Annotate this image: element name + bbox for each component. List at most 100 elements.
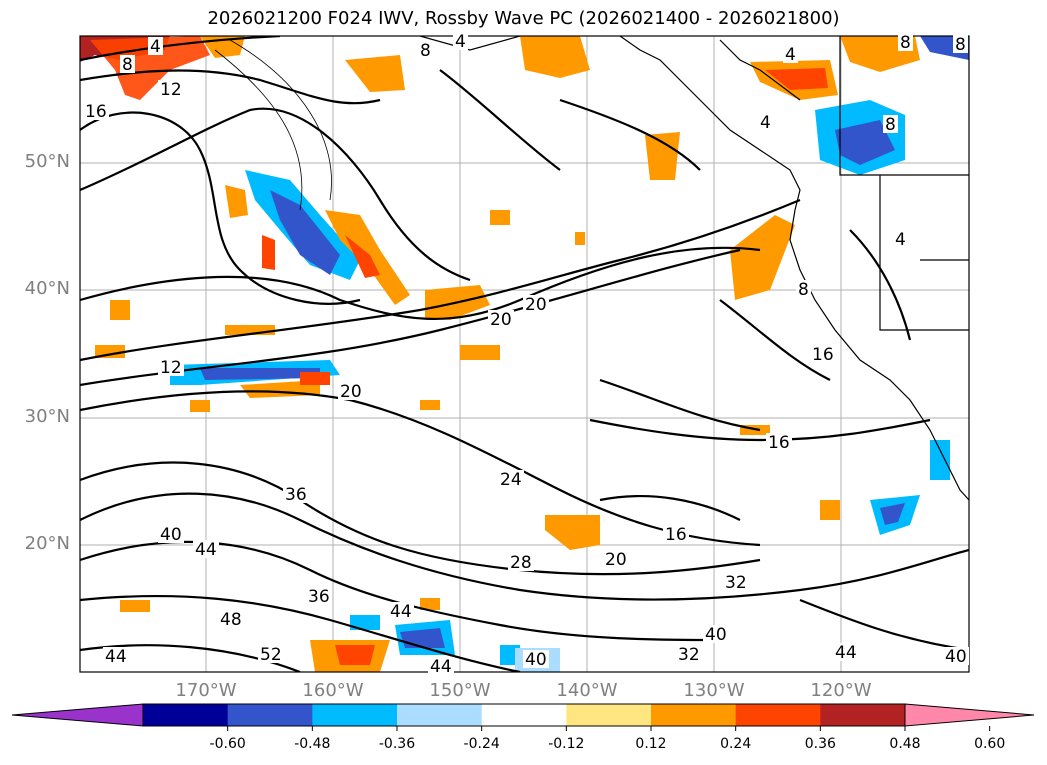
contour-label-bg bbox=[388, 602, 414, 620]
contour-label: 44 bbox=[195, 540, 217, 560]
colorbar-bin bbox=[143, 704, 229, 726]
contour-label-bg bbox=[508, 553, 534, 571]
lon-label-130w: 130°W bbox=[683, 680, 745, 701]
lat-label-50n: 50°N bbox=[24, 151, 70, 172]
contour-label: 40 bbox=[525, 650, 547, 670]
colorbar-tick-label: -0.48 bbox=[294, 736, 330, 752]
contour-label: 40 bbox=[160, 525, 182, 545]
contour-label: 8 bbox=[798, 280, 809, 300]
contour-label: 44 bbox=[835, 643, 857, 663]
lon-label-140w: 140°W bbox=[556, 680, 618, 701]
contour-label: 16 bbox=[665, 525, 687, 545]
contour-label-bg bbox=[523, 295, 549, 313]
contour-label: 16 bbox=[85, 102, 107, 122]
contour-label-bg bbox=[766, 433, 792, 451]
contour-label: 8 bbox=[420, 41, 431, 61]
contour-label-bg bbox=[428, 657, 454, 675]
contour-label: 4 bbox=[760, 113, 771, 133]
colorbar-bin bbox=[651, 704, 737, 726]
contour-label-bg bbox=[663, 525, 689, 543]
contour-label-bg bbox=[943, 647, 969, 665]
contour-label: 40 bbox=[945, 647, 967, 667]
contour-label-bg bbox=[258, 645, 284, 663]
contour-label: 8 bbox=[885, 115, 896, 135]
colorbar: -0.60 -0.48 -0.36 -0.24 -0.12 0.12 0.24 0.36 0.4… bbox=[11, 703, 1035, 752]
colorbar-bin bbox=[566, 704, 652, 726]
contour-label: 44 bbox=[105, 647, 127, 667]
contour-label-bg bbox=[758, 113, 773, 131]
contour-label: 20 bbox=[525, 295, 547, 315]
colorbar-tick-label: -0.12 bbox=[548, 736, 584, 752]
contour-label-bg bbox=[83, 102, 109, 120]
contour-label: 40 bbox=[705, 625, 727, 645]
contour-label: 52 bbox=[260, 645, 282, 665]
colorbar-outline bbox=[142, 703, 906, 727]
lat-label-30n: 30°N bbox=[24, 406, 70, 427]
contour-label: 20 bbox=[605, 550, 627, 570]
contour-label: 20 bbox=[340, 382, 362, 402]
contour-label: 48 bbox=[220, 610, 242, 630]
contour-label-bg bbox=[723, 573, 749, 591]
contour-label-bg bbox=[488, 310, 514, 328]
contour-label: 32 bbox=[725, 573, 747, 593]
lon-label-170w: 170°W bbox=[175, 680, 237, 701]
contour-label: 4 bbox=[785, 45, 796, 65]
contour-label: 4 bbox=[150, 37, 161, 57]
contour-label-bg bbox=[676, 645, 702, 663]
colorbar-tick-label: 0.36 bbox=[805, 736, 836, 752]
colorbar-tick-label: 0.48 bbox=[889, 736, 920, 752]
contour-label-bg bbox=[218, 610, 244, 628]
contour-label-bg bbox=[453, 32, 468, 50]
contour-label: 12 bbox=[160, 358, 182, 378]
colorbar-extend-max bbox=[904, 703, 1035, 727]
contour-label: 8 bbox=[122, 55, 133, 75]
map-frame bbox=[79, 35, 970, 673]
contour-label: 4 bbox=[455, 32, 466, 52]
colorbar-tick-label: 0.12 bbox=[635, 736, 666, 752]
contour-label-bg bbox=[283, 485, 309, 503]
iwv-contours bbox=[80, 36, 969, 672]
coastlines bbox=[419, 36, 969, 501]
colorbar-tick-label: -0.24 bbox=[464, 736, 500, 752]
contour-label: 8 bbox=[900, 33, 911, 53]
thin-contours bbox=[214, 39, 332, 211]
lat-label-20n: 20°N bbox=[24, 533, 70, 554]
contour-label: 32 bbox=[678, 645, 700, 665]
colorbar-bin bbox=[820, 704, 906, 726]
contour-label: 12 bbox=[160, 80, 182, 100]
contour-label-bg bbox=[953, 35, 968, 53]
contour-label: 4 bbox=[895, 230, 906, 250]
contour-label: 24 bbox=[500, 470, 522, 490]
contour-label-bg bbox=[603, 550, 629, 568]
contour-label: 44 bbox=[430, 657, 452, 677]
contour-label-bg bbox=[158, 80, 184, 98]
contour-label-bg bbox=[498, 470, 524, 488]
map-content bbox=[80, 36, 969, 672]
colorbar-tick-label: -0.60 bbox=[210, 736, 246, 752]
contour-label-bg bbox=[893, 230, 908, 248]
contour-label: 36 bbox=[308, 587, 330, 607]
lon-label-160w: 160°W bbox=[302, 680, 364, 701]
lat-label-40n: 40°N bbox=[24, 278, 70, 299]
contour-label-bg bbox=[783, 45, 798, 63]
colorbar-bin bbox=[397, 704, 483, 726]
contour-label: 20 bbox=[490, 310, 512, 330]
contour-label-bg bbox=[810, 345, 836, 363]
contour-label-bg bbox=[796, 280, 811, 298]
contour-label-bg bbox=[833, 643, 859, 661]
lon-label-120w: 120°W bbox=[810, 680, 872, 701]
colorbar-tick-label: 0.60 bbox=[974, 736, 1005, 752]
colorbar-extend-min bbox=[11, 703, 144, 727]
contour-label-bg bbox=[306, 587, 332, 605]
colorbar-tick-label: 0.24 bbox=[720, 736, 751, 752]
contour-label: 16 bbox=[812, 345, 834, 365]
contour-label-bg bbox=[158, 358, 184, 376]
contour-label-bg bbox=[158, 525, 184, 543]
contour-label: 16 bbox=[768, 433, 790, 453]
colorbar-tick-label: -0.36 bbox=[379, 736, 415, 752]
contour-label-bg bbox=[883, 115, 898, 133]
colorbar-bin bbox=[481, 704, 567, 726]
contour-label: 8 bbox=[955, 35, 966, 55]
